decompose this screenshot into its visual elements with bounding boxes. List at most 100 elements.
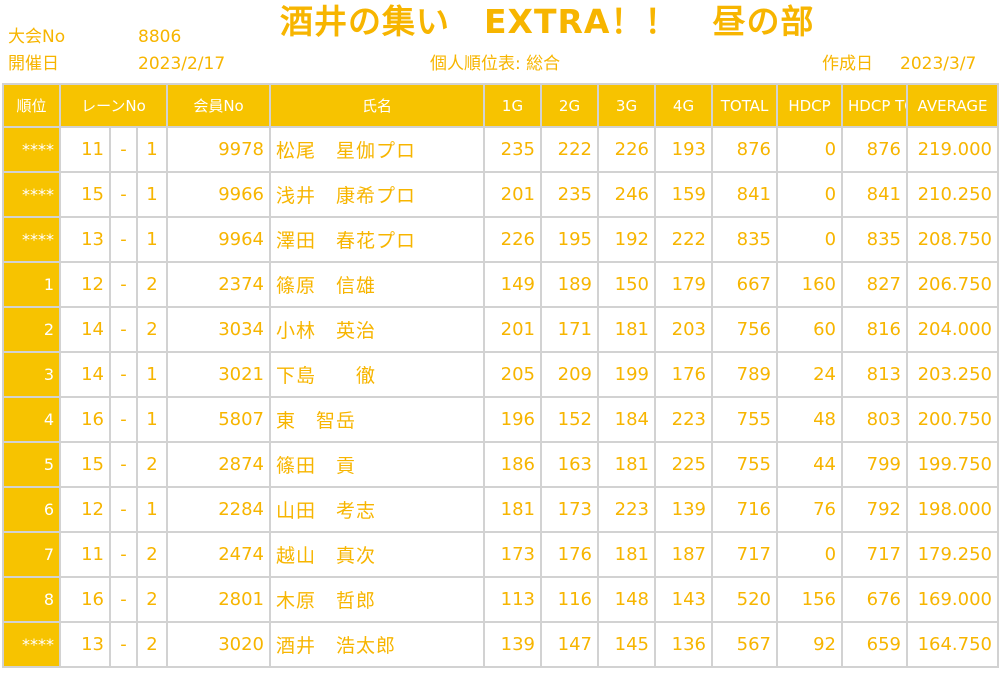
total-cell: 755 bbox=[711, 396, 779, 443]
table-row: 5 15-2 2874 篠田 貢 186 163 181 225 755 44 799 199.750 bbox=[2, 441, 1000, 488]
col-member-no: 会員No bbox=[166, 83, 272, 128]
game2-cell: 152 bbox=[540, 396, 600, 443]
member-no-cell: 2874 bbox=[166, 441, 272, 488]
lane-separator: - bbox=[109, 216, 138, 263]
game2-cell: 195 bbox=[540, 216, 600, 263]
member-no-cell: 2374 bbox=[166, 261, 272, 308]
total-cell: 835 bbox=[711, 216, 779, 263]
game1-cell: 226 bbox=[483, 216, 543, 263]
lane-pos-cell: 1 bbox=[135, 486, 169, 533]
game4-cell: 136 bbox=[654, 621, 714, 668]
col-name: 氏名 bbox=[269, 83, 486, 128]
name-cell: 木原 哲郎 bbox=[269, 576, 486, 623]
hdcp-cell: 60 bbox=[776, 306, 844, 353]
game2-cell: 189 bbox=[540, 261, 600, 308]
page-title: 酒井の集い EXTRA！！ 昼の部 bbox=[280, 2, 815, 41]
game4-cell: 159 bbox=[654, 171, 714, 218]
hdcp-total-cell: 799 bbox=[841, 441, 909, 488]
game2-cell: 209 bbox=[540, 351, 600, 398]
member-no-cell: 3034 bbox=[166, 306, 272, 353]
member-no-cell: 3021 bbox=[166, 351, 272, 398]
lane-cell: 11 bbox=[59, 126, 111, 173]
lane-separator: - bbox=[109, 441, 138, 488]
game3-cell: 181 bbox=[597, 306, 657, 353]
date-label: 開催日 bbox=[8, 54, 59, 74]
hdcp-total-cell: 659 bbox=[841, 621, 909, 668]
table-row: **** 13-2 3020 酒井 浩太郎 139 147 145 136 567 92 659 16… bbox=[2, 621, 1000, 668]
name-cell: 小林 英治 bbox=[269, 306, 486, 353]
game4-cell: 187 bbox=[654, 531, 714, 578]
table-row: 8 16-2 2801 木原 哲郎 113 116 148 143 520 156 676 169.0… bbox=[2, 576, 1000, 623]
member-no-cell: 9978 bbox=[166, 126, 272, 173]
event-no-label: 大会No bbox=[8, 27, 66, 47]
lane-pos-cell: 1 bbox=[135, 351, 169, 398]
lane-pos-cell: 2 bbox=[135, 306, 169, 353]
member-no-cell: 2801 bbox=[166, 576, 272, 623]
game2-cell: 235 bbox=[540, 171, 600, 218]
game4-cell: 193 bbox=[654, 126, 714, 173]
table-row: 2 14-2 3034 小林 英治 201 171 181 203 756 60 816 204.00… bbox=[2, 306, 1000, 353]
lane-pos-cell: 2 bbox=[135, 441, 169, 488]
hdcp-total-cell: 813 bbox=[841, 351, 909, 398]
game4-cell: 203 bbox=[654, 306, 714, 353]
lane-separator: - bbox=[109, 261, 138, 308]
average-cell: 164.750 bbox=[906, 621, 1000, 668]
col-average: AVERAGE bbox=[906, 83, 1000, 128]
name-cell: 下島 徹 bbox=[269, 351, 486, 398]
rank-cell: 7 bbox=[2, 531, 61, 578]
game3-cell: 145 bbox=[597, 621, 657, 668]
member-no-cell: 2284 bbox=[166, 486, 272, 533]
col-hdcp: HDCP bbox=[776, 83, 844, 128]
name-cell: 篠原 信雄 bbox=[269, 261, 486, 308]
lane-separator: - bbox=[109, 351, 138, 398]
lane-separator: - bbox=[109, 486, 138, 533]
page-subtitle: 個人順位表: 総合 bbox=[430, 54, 561, 74]
col-total: TOTAL bbox=[711, 83, 779, 128]
game3-cell: 181 bbox=[597, 441, 657, 488]
game3-cell: 184 bbox=[597, 396, 657, 443]
hdcp-cell: 0 bbox=[776, 171, 844, 218]
member-no-cell: 9964 bbox=[166, 216, 272, 263]
hdcp-cell: 24 bbox=[776, 351, 844, 398]
average-cell: 179.250 bbox=[906, 531, 1000, 578]
game3-cell: 150 bbox=[597, 261, 657, 308]
name-cell: 越山 真次 bbox=[269, 531, 486, 578]
game2-cell: 147 bbox=[540, 621, 600, 668]
col-1g: 1G bbox=[483, 83, 543, 128]
hdcp-cell: 160 bbox=[776, 261, 844, 308]
average-cell: 219.000 bbox=[906, 126, 1000, 173]
lane-cell: 12 bbox=[59, 486, 111, 533]
game2-cell: 116 bbox=[540, 576, 600, 623]
hdcp-total-cell: 835 bbox=[841, 216, 909, 263]
average-cell: 206.750 bbox=[906, 261, 1000, 308]
ranking-table: 順位 レーンNo 会員No 氏名 1G 2G 3G 4G TOTAL HDCP … bbox=[2, 83, 1000, 668]
lane-separator: - bbox=[109, 126, 138, 173]
lane-pos-cell: 2 bbox=[135, 261, 169, 308]
rank-cell: **** bbox=[2, 216, 61, 263]
name-cell: 山田 考志 bbox=[269, 486, 486, 533]
col-4g: 4G bbox=[654, 83, 714, 128]
total-cell: 520 bbox=[711, 576, 779, 623]
average-cell: 210.250 bbox=[906, 171, 1000, 218]
event-no-value: 8806 bbox=[138, 27, 182, 47]
lane-pos-cell: 2 bbox=[135, 621, 169, 668]
game4-cell: 176 bbox=[654, 351, 714, 398]
table-row: 3 14-1 3021 下島 徹 205 209 199 176 789 24 813 203.250 bbox=[2, 351, 1000, 398]
lane-cell: 15 bbox=[59, 171, 111, 218]
table-row: **** 13-1 9964 澤田 春花プロ 226 195 192 222 835 0 835 20… bbox=[2, 216, 1000, 263]
col-rank: 順位 bbox=[2, 83, 61, 128]
hdcp-cell: 156 bbox=[776, 576, 844, 623]
name-cell: 酒井 浩太郎 bbox=[269, 621, 486, 668]
col-2g: 2G bbox=[540, 83, 600, 128]
col-lane: レーンNo bbox=[58, 83, 169, 128]
hdcp-total-cell: 876 bbox=[841, 126, 909, 173]
hdcp-total-cell: 803 bbox=[841, 396, 909, 443]
table-row: 1 12-2 2374 篠原 信雄 149 189 150 179 667 160 827 206.7… bbox=[2, 261, 1000, 308]
game1-cell: 235 bbox=[483, 126, 543, 173]
game1-cell: 139 bbox=[483, 621, 543, 668]
hdcp-cell: 0 bbox=[776, 531, 844, 578]
game3-cell: 148 bbox=[597, 576, 657, 623]
lane-cell: 15 bbox=[59, 441, 111, 488]
rank-cell: 6 bbox=[2, 486, 61, 533]
lane-separator: - bbox=[109, 531, 138, 578]
